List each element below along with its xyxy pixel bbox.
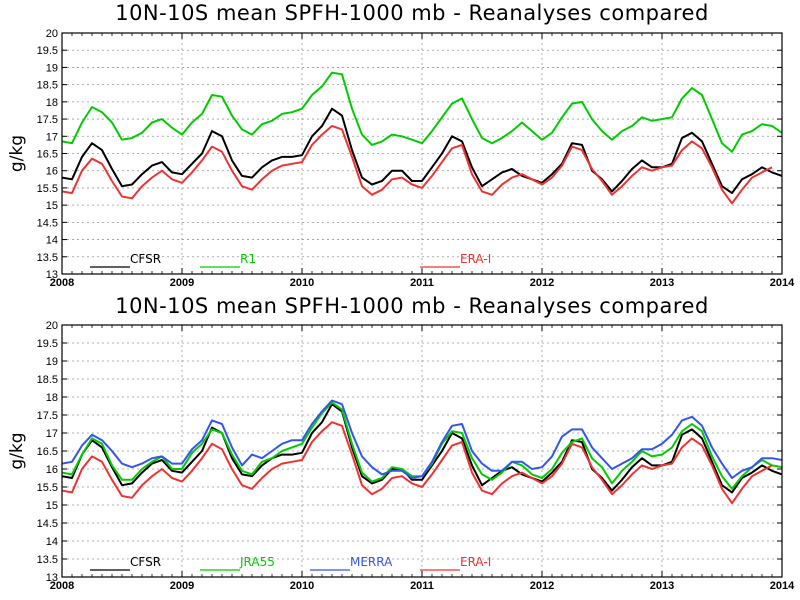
x-tick-label: 2013 bbox=[650, 277, 674, 289]
y-tick-label: 16 bbox=[46, 166, 58, 178]
x-tick-label: 2012 bbox=[530, 580, 554, 592]
y-tick-label: 18 bbox=[46, 392, 58, 404]
y-tick-label: 15 bbox=[46, 500, 58, 512]
y-tick-label: 19.5 bbox=[37, 338, 58, 350]
legend-label: ERA-I bbox=[460, 252, 491, 266]
chart-panel-bottom: 10N-10S mean SPFH-1000 mb - Reanalyses c… bbox=[7, 294, 795, 592]
y-tick-label: 14 bbox=[46, 536, 58, 548]
x-tick-label: 2009 bbox=[170, 277, 194, 289]
legend-label: R1 bbox=[240, 252, 256, 266]
y-tick-label: 17.5 bbox=[37, 410, 58, 422]
x-tick-label: 2013 bbox=[650, 580, 674, 592]
y-tick-label: 18 bbox=[46, 97, 58, 109]
legend-label: ERA-I bbox=[460, 555, 491, 569]
series-line-merra bbox=[62, 399, 782, 479]
y-tick-label: 17.5 bbox=[37, 114, 58, 126]
x-tick-label: 2010 bbox=[290, 277, 314, 289]
y-tick-label: 16.5 bbox=[37, 446, 58, 458]
legend-label: CFSR bbox=[130, 555, 161, 569]
y-tick-label: 15.5 bbox=[37, 183, 58, 195]
series-line-era-i bbox=[62, 421, 773, 505]
series-line-era-i bbox=[62, 125, 773, 205]
y-tick-label: 19.5 bbox=[37, 45, 58, 57]
x-tick-label: 2012 bbox=[530, 277, 554, 289]
y-tick-label: 13.5 bbox=[37, 554, 58, 566]
legend-label: CFSR bbox=[130, 252, 161, 266]
chart-panel-top: 10N-10S mean SPFH-1000 mb - Reanalyses c… bbox=[7, 1, 795, 289]
y-tick-label: 13 bbox=[46, 572, 58, 584]
x-tick-label: 2010 bbox=[290, 580, 314, 592]
y-tick-label: 20 bbox=[46, 320, 58, 332]
y-tick-label: 16.5 bbox=[37, 149, 58, 161]
y-tick-label: 16 bbox=[46, 464, 58, 476]
y-tick-label: 14 bbox=[46, 235, 58, 247]
series-line-r1 bbox=[62, 71, 782, 153]
series-line-cfsr bbox=[62, 107, 782, 195]
x-tick-label: 2008 bbox=[50, 580, 74, 592]
plot-frame bbox=[61, 324, 783, 578]
y-tick-label: 19 bbox=[46, 62, 58, 74]
legend-label: JRA55 bbox=[239, 555, 275, 569]
series-line-cfsr bbox=[62, 403, 782, 494]
x-tick-label: 2008 bbox=[50, 277, 74, 289]
y-tick-label: 18.5 bbox=[37, 80, 58, 92]
legend-label: MERRA bbox=[350, 555, 393, 569]
y-tick-label: 14.5 bbox=[37, 518, 58, 530]
y-axis-label: g/kg bbox=[7, 135, 27, 172]
chart-title: 10N-10S mean SPFH-1000 mb - Reanalyses c… bbox=[115, 1, 709, 25]
x-tick-label: 2014 bbox=[770, 580, 795, 592]
y-tick-label: 18.5 bbox=[37, 374, 58, 386]
y-tick-label: 19 bbox=[46, 356, 58, 368]
plot-frame bbox=[61, 32, 783, 275]
y-tick-label: 17 bbox=[46, 131, 58, 143]
y-tick-label: 13 bbox=[46, 269, 58, 281]
x-tick-label: 2009 bbox=[170, 580, 194, 592]
y-tick-label: 15 bbox=[46, 200, 58, 212]
x-tick-label: 2011 bbox=[410, 580, 434, 592]
y-tick-label: 15.5 bbox=[37, 482, 58, 494]
x-tick-label: 2011 bbox=[410, 277, 434, 289]
y-tick-label: 20 bbox=[46, 28, 58, 40]
y-tick-label: 17 bbox=[46, 428, 58, 440]
y-axis-label: g/kg bbox=[7, 432, 27, 469]
chart-title: 10N-10S mean SPFH-1000 mb - Reanalyses c… bbox=[115, 294, 709, 318]
y-tick-label: 14.5 bbox=[37, 217, 58, 229]
y-tick-label: 13.5 bbox=[37, 252, 58, 264]
x-tick-label: 2014 bbox=[770, 277, 795, 289]
